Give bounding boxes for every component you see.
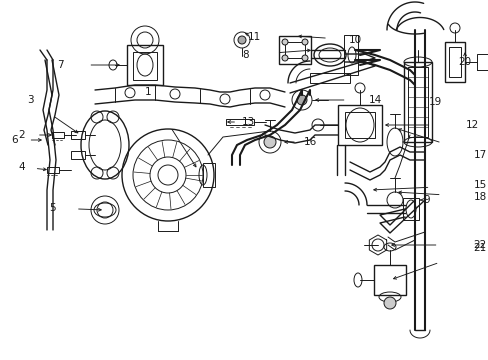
Bar bbox=[373, 265, 405, 295]
Text: 7: 7 bbox=[57, 60, 63, 70]
Text: 10: 10 bbox=[348, 35, 361, 45]
Circle shape bbox=[282, 55, 287, 61]
Text: 21: 21 bbox=[472, 243, 486, 253]
Text: 8: 8 bbox=[242, 50, 249, 60]
Text: 9: 9 bbox=[423, 195, 429, 205]
Bar bbox=[403, 62, 431, 142]
Bar bbox=[407, 67, 427, 137]
Bar bbox=[337, 105, 381, 145]
Text: 4: 4 bbox=[19, 162, 25, 172]
Text: 5: 5 bbox=[49, 203, 55, 213]
Bar bbox=[127, 45, 163, 85]
Text: 1: 1 bbox=[144, 87, 151, 97]
Text: 13: 13 bbox=[241, 117, 254, 127]
Bar bbox=[345, 112, 374, 138]
Text: 2: 2 bbox=[19, 130, 25, 140]
Bar bbox=[52, 132, 64, 138]
Text: 22: 22 bbox=[472, 240, 486, 250]
Text: 3: 3 bbox=[27, 95, 33, 105]
Bar bbox=[47, 167, 59, 173]
Circle shape bbox=[238, 36, 245, 44]
Circle shape bbox=[264, 136, 275, 148]
Circle shape bbox=[282, 39, 287, 45]
Circle shape bbox=[302, 39, 307, 45]
Circle shape bbox=[383, 297, 395, 309]
Bar bbox=[285, 42, 305, 58]
Bar bbox=[402, 198, 418, 220]
Text: 18: 18 bbox=[472, 192, 486, 202]
Bar bbox=[309, 73, 349, 83]
Bar bbox=[71, 131, 85, 139]
Bar bbox=[133, 52, 157, 80]
Bar bbox=[71, 151, 85, 159]
Bar bbox=[444, 42, 464, 82]
Text: 16: 16 bbox=[303, 137, 316, 147]
Bar bbox=[343, 35, 357, 75]
Text: 15: 15 bbox=[472, 180, 486, 190]
Text: 14: 14 bbox=[367, 95, 381, 105]
Bar bbox=[203, 163, 215, 187]
Text: 6: 6 bbox=[12, 135, 18, 145]
Bar bbox=[448, 47, 460, 77]
Text: 17: 17 bbox=[472, 150, 486, 160]
Bar bbox=[279, 36, 310, 64]
Text: 19: 19 bbox=[427, 97, 441, 107]
Bar bbox=[225, 119, 253, 125]
Bar bbox=[476, 54, 488, 70]
Text: 11: 11 bbox=[247, 32, 260, 42]
Circle shape bbox=[302, 55, 307, 61]
Circle shape bbox=[296, 95, 306, 105]
Text: 12: 12 bbox=[465, 120, 478, 130]
Text: 20: 20 bbox=[458, 57, 470, 67]
